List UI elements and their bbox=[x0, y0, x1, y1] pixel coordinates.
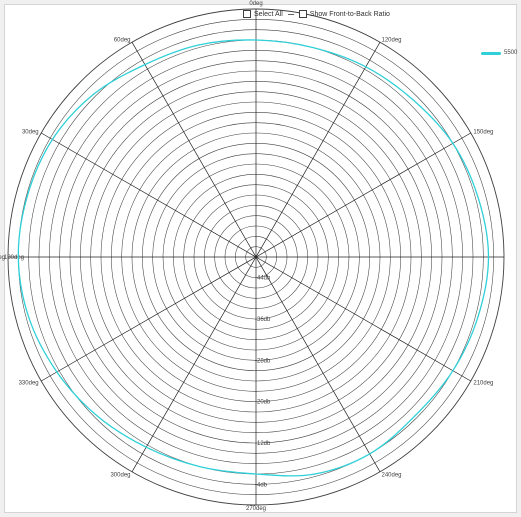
angular-tick-label: 30deg bbox=[22, 130, 39, 136]
select-all-checkbox[interactable]: Select All bbox=[243, 10, 283, 18]
front-back-ratio-checkbox-box[interactable] bbox=[298, 10, 307, 18]
angular-tick-label: 240deg bbox=[382, 472, 402, 478]
angular-tick-label: 180deg bbox=[4, 255, 24, 261]
series-point[interactable] bbox=[255, 473, 257, 475]
chart-legend[interactable]: 5500 bbox=[481, 50, 517, 56]
series-point[interactable] bbox=[452, 370, 454, 372]
angular-spokes bbox=[8, 9, 504, 505]
chart-toolbar: Select All Show Front-to-Back Ratio bbox=[243, 10, 390, 18]
series-point[interactable] bbox=[311, 46, 313, 48]
angular-tick-label: 120deg bbox=[382, 38, 402, 44]
angular-tick-labels: 0deg 30deg 60deg 0deg 120deg 150deg 180deg 210d… bbox=[0, 1, 493, 512]
radial-tick-label: -36db bbox=[255, 317, 271, 323]
series-point[interactable] bbox=[477, 315, 479, 318]
angular-tick-label: 210deg bbox=[473, 381, 493, 387]
series-point[interactable] bbox=[17, 256, 19, 258]
angular-tick-label: 270deg bbox=[246, 506, 266, 512]
select-all-label: Select All bbox=[254, 10, 283, 18]
front-back-ratio-checkbox[interactable]: Show Front-to-Back Ratio bbox=[298, 10, 390, 18]
angular-tick-label: 0deg bbox=[249, 1, 262, 7]
angular-tick-label: 60deg bbox=[114, 38, 131, 44]
series-point[interactable] bbox=[414, 415, 416, 417]
radial-tick-label: -12db bbox=[255, 441, 271, 447]
series-point[interactable] bbox=[92, 93, 95, 96]
radial-tick-label: -20db bbox=[255, 400, 271, 406]
front-back-ratio-label: Show Front-to-Back Ratio bbox=[309, 10, 390, 18]
series-point[interactable] bbox=[369, 453, 371, 455]
series-point[interactable] bbox=[144, 64, 146, 66]
series-point[interactable] bbox=[96, 415, 98, 417]
radial-tick-label: -44db bbox=[255, 276, 271, 282]
series-layer bbox=[17, 39, 490, 477]
series-point[interactable] bbox=[313, 473, 315, 475]
series-point[interactable] bbox=[487, 256, 490, 258]
series-line-5500[interactable] bbox=[17, 39, 490, 477]
legend-swatch bbox=[481, 51, 501, 55]
series-point[interactable] bbox=[365, 66, 367, 68]
series-point[interactable] bbox=[145, 446, 147, 448]
series-point[interactable] bbox=[26, 195, 29, 197]
series-point[interactable] bbox=[412, 99, 414, 101]
series-point[interactable] bbox=[255, 39, 257, 41]
angular-spoke bbox=[41, 132, 471, 382]
select-all-checkbox-box[interactable] bbox=[243, 10, 251, 18]
series-point[interactable] bbox=[56, 371, 58, 373]
series-point[interactable] bbox=[199, 466, 201, 468]
series-point[interactable] bbox=[477, 196, 479, 199]
angular-tick-label: 0deg bbox=[0, 255, 5, 261]
toolbar-separator bbox=[287, 13, 294, 15]
radial-tick-label: -4db bbox=[255, 482, 268, 488]
angular-tick-label: 300deg bbox=[110, 472, 130, 478]
legend-label: 5500 bbox=[504, 50, 518, 56]
angular-tick-label: 150deg bbox=[473, 130, 493, 136]
series-point[interactable] bbox=[51, 138, 54, 141]
series-point[interactable] bbox=[452, 142, 454, 144]
angular-tick-label: 330deg bbox=[19, 381, 39, 387]
series-point[interactable] bbox=[198, 44, 200, 46]
series-point[interactable] bbox=[28, 317, 30, 319]
radial-tick-label: -28db bbox=[255, 358, 271, 364]
radial-tick-labels: -4db -12db -20db -28db -36db -44db bbox=[255, 276, 271, 489]
